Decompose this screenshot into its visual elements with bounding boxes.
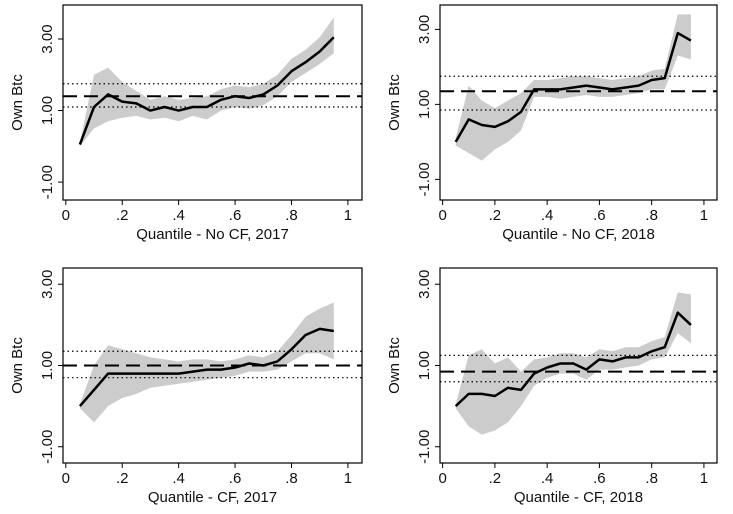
x-axis-title: Quantile - No CF, 2017 — [136, 226, 289, 243]
panel: -1.00 1.00 3.00 0 .2 .4 .6 .8 1 Quantile - No CF,… — [386, 4, 718, 243]
x-tick-label: .4 — [541, 207, 554, 224]
y-axis-title: Own Btc — [386, 74, 403, 131]
x-tick-label: .4 — [541, 470, 554, 487]
x-tick-label: .6 — [229, 470, 242, 487]
x-tick-label: .8 — [645, 470, 658, 487]
x-tick-label: 1 — [344, 470, 352, 487]
y-axis-title: Own Btc — [9, 337, 26, 394]
y-tick-label: -1.00 — [39, 165, 56, 199]
x-tick-label: .8 — [645, 207, 658, 224]
plot-frame — [439, 4, 718, 201]
x-tick-label: .4 — [172, 470, 185, 487]
x-tick-label: 0 — [438, 207, 446, 224]
panel: -1.00 1.00 3.00 0 .2 .4 .6 .8 1 Quantile - CF, 20… — [9, 267, 363, 506]
estimate-line — [78, 327, 334, 407]
x-tick-label: .2 — [116, 207, 129, 224]
x-tick-label: 1 — [700, 470, 708, 487]
y-tick-label: 1.00 — [39, 96, 56, 125]
y-tick-label: 3.00 — [416, 270, 433, 299]
x-tick-label: .6 — [229, 207, 242, 224]
estimate-line — [454, 31, 692, 143]
y-axis-title: Own Btc — [9, 74, 26, 131]
x-tick-label: .8 — [285, 470, 298, 487]
confidence-band — [79, 302, 334, 423]
y-axis-title: Own Btc — [386, 337, 403, 394]
x-axis-title: Quantile - No CF, 2018 — [502, 226, 655, 243]
estimate-line — [78, 36, 335, 145]
x-tick-label: 1 — [700, 207, 708, 224]
panel: -1.00 1.00 3.00 0 .2 .4 .6 .8 1 Quantile - No CF,… — [9, 4, 363, 243]
panel: -1.00 1.00 3.00 0 .2 .4 .6 .8 1 Quantile - CF, 20… — [386, 267, 718, 506]
y-tick-label: 1.00 — [416, 351, 433, 380]
y-tick-label: 1.00 — [416, 90, 433, 119]
y-tick-label: 3.00 — [416, 15, 433, 44]
plot-frame — [62, 4, 363, 201]
estimate-line — [454, 311, 692, 408]
y-tick-label: 1.00 — [39, 351, 56, 380]
x-tick-label: .2 — [116, 470, 129, 487]
x-tick-label: .2 — [489, 207, 502, 224]
x-tick-label: .6 — [593, 470, 606, 487]
x-tick-label: .2 — [489, 470, 502, 487]
x-tick-label: .6 — [593, 207, 606, 224]
x-tick-label: .4 — [172, 207, 185, 224]
x-tick-label: 0 — [438, 470, 446, 487]
y-tick-label: 3.00 — [39, 270, 56, 299]
x-tick-label: 0 — [62, 207, 70, 224]
x-tick-label: .8 — [285, 207, 298, 224]
y-tick-label: -1.00 — [416, 430, 433, 464]
y-tick-label: 3.00 — [39, 24, 56, 53]
confidence-band — [79, 17, 334, 147]
x-axis-title: Quantile - CF, 2017 — [148, 489, 277, 506]
y-tick-label: -1.00 — [416, 162, 433, 196]
y-tick-label: -1.00 — [39, 430, 56, 464]
x-axis-title: Quantile - CF, 2018 — [514, 489, 643, 506]
x-tick-label: 1 — [344, 207, 352, 224]
x-tick-label: 0 — [62, 470, 70, 487]
